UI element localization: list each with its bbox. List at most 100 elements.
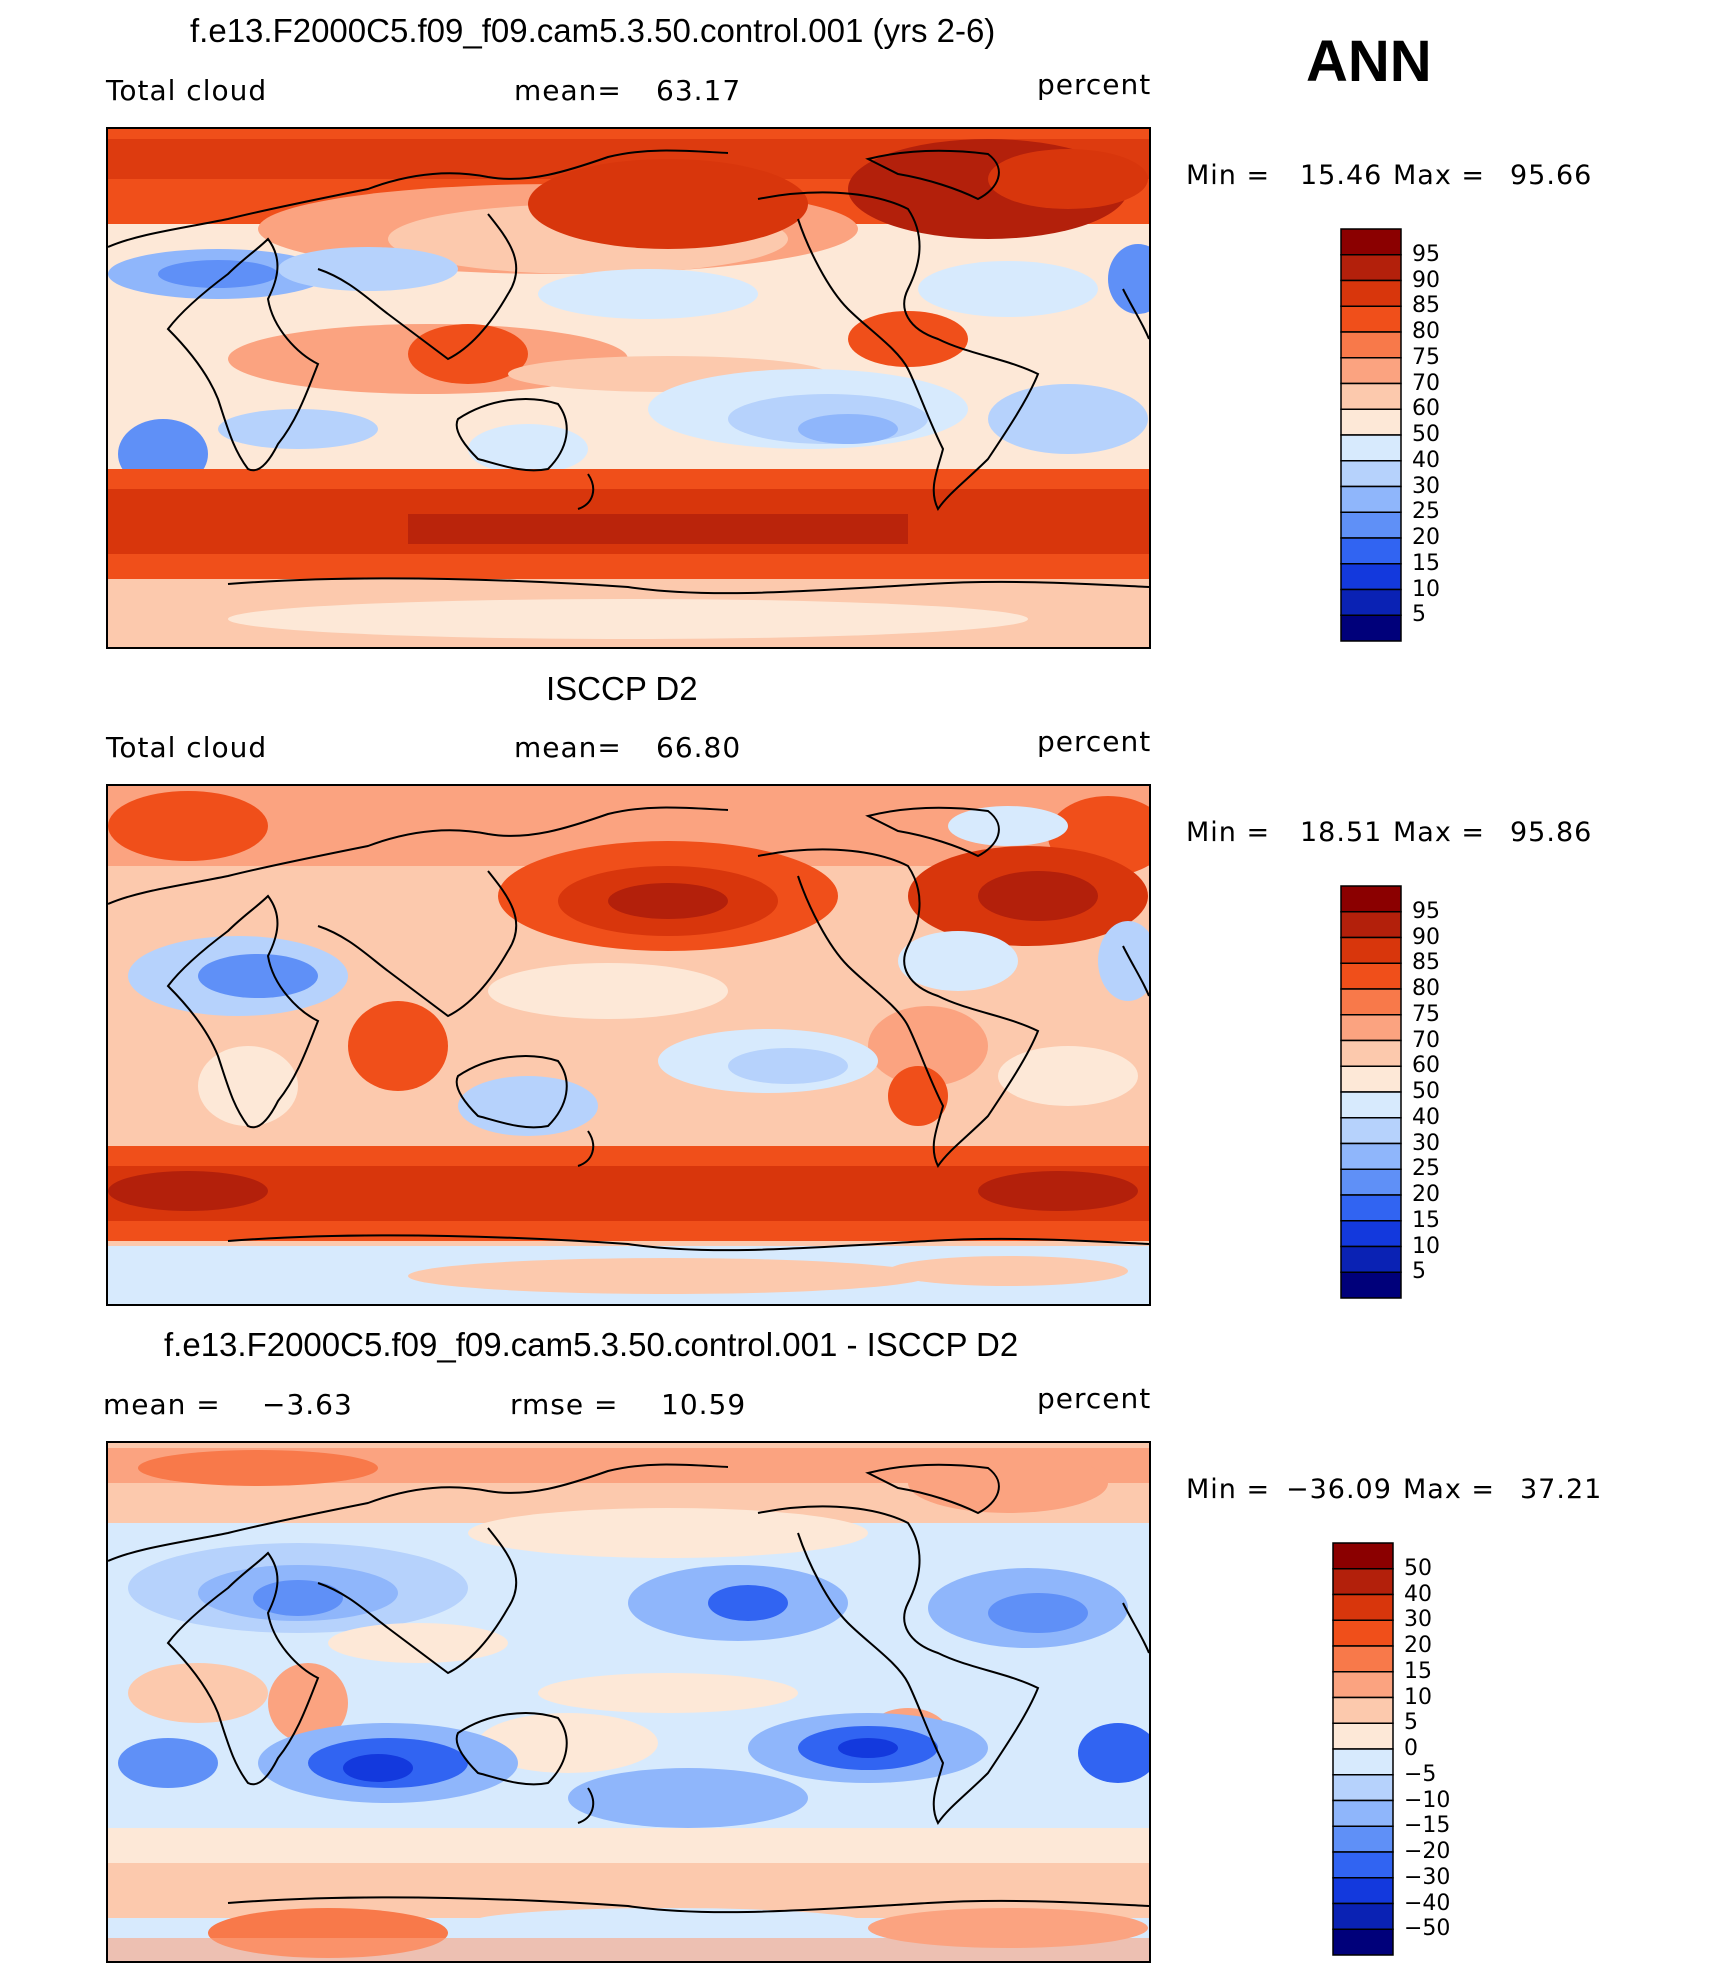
panel-2-map [106, 784, 1151, 1306]
colorbar-tick-label: 90 [1412, 267, 1440, 293]
colorbar-swatch [1340, 1039, 1402, 1067]
colorbar-swatch [1332, 1877, 1394, 1905]
colorbar-tick-label: −15 [1404, 1813, 1451, 1839]
colorbar-tick-label: 25 [1412, 499, 1440, 525]
colorbar-swatch [1340, 511, 1402, 539]
colorbar-tick-label: 95 [1412, 241, 1440, 267]
panel-3-title: f.e13.F2000C5.f09_f09.cam5.3.50.control.… [164, 1326, 1019, 1363]
panel-2-min-label: Min = [1186, 817, 1271, 848]
colorbar-tick-label: 10 [1404, 1684, 1432, 1710]
panel-2-mean-label: mean= [514, 731, 622, 764]
colorbar-tick-label: 20 [1412, 1182, 1440, 1207]
colorbar-tick-label: 85 [1412, 293, 1440, 319]
panel-2-colorbar: 95 90 85 80 75 70 60 50 40 30 25 20 15 10 5 [1340, 885, 1500, 1299]
colorbar-swatch [1340, 460, 1402, 488]
colorbar-swatch [1340, 988, 1402, 1016]
colorbar-tick-label: 50 [1412, 422, 1440, 447]
colorbar-tick-label: 25 [1412, 1156, 1440, 1182]
colorbar-swatch [1340, 911, 1402, 939]
panel-2-variable-label: Total cloud [106, 731, 268, 764]
colorbar-tick-label: 80 [1412, 319, 1440, 344]
colorbar-swatch [1340, 1091, 1402, 1119]
colorbar-tick-label: 15 [1412, 550, 1440, 576]
colorbar-tick-label: 0 [1404, 1736, 1418, 1761]
colorbar-tick-label: 10 [1412, 576, 1440, 602]
colorbar-tick-label: 30 [1412, 1130, 1440, 1156]
panel-1-mean-value: 63.17 [656, 74, 742, 107]
panel-1-min-label: Min = [1186, 160, 1271, 191]
colorbar-swatch [1332, 1645, 1394, 1673]
colorbar-swatch [1332, 1542, 1394, 1570]
panel-1-colorbar: 95 90 85 80 75 70 60 50 40 30 25 20 15 10 5 [1340, 228, 1500, 642]
colorbar-swatch [1340, 563, 1402, 591]
panel-2-title: ISCCP D2 [546, 670, 698, 707]
colorbar-swatch [1340, 1220, 1402, 1248]
panel-3-rmse-label: rmse = [510, 1388, 619, 1421]
colorbar-tick-label: 50 [1404, 1555, 1432, 1581]
panel-3-mean-value: −3.63 [262, 1388, 353, 1421]
colorbar-swatch [1332, 1928, 1394, 1956]
colorbar-swatch [1340, 1014, 1402, 1042]
colorbar-swatch [1340, 936, 1402, 964]
colorbar-swatch [1340, 408, 1402, 436]
panel-2-units: percent [1037, 725, 1152, 758]
colorbar-swatch [1340, 588, 1402, 616]
colorbar-tick-label: 30 [1412, 473, 1440, 499]
colorbar-tick-label: 15 [1412, 1207, 1440, 1233]
colorbar-swatch [1332, 1593, 1394, 1621]
colorbar-tick-label: 95 [1412, 898, 1440, 924]
colorbar-swatch [1332, 1748, 1394, 1776]
colorbar-tick-label: −30 [1404, 1864, 1451, 1890]
colorbar-tick-label: 70 [1412, 370, 1440, 396]
colorbar-swatch [1340, 962, 1402, 990]
colorbar-swatch [1340, 1168, 1402, 1196]
panel-3-max-label: Max = [1403, 1474, 1496, 1505]
panel-2-mean-value: 66.80 [656, 731, 742, 764]
panel-3-mean-label: mean = [103, 1388, 221, 1421]
colorbar-tick-label: 15 [1404, 1658, 1432, 1684]
panel-1-max-label: Max = [1393, 160, 1486, 191]
colorbar-tick-label: 70 [1412, 1027, 1440, 1053]
colorbar-swatch [1340, 537, 1402, 565]
colorbar-swatch [1340, 1271, 1402, 1299]
colorbar-tick-label: −20 [1404, 1839, 1451, 1864]
colorbar-tick-label: 20 [1404, 1633, 1432, 1658]
panel-3-rmse-value: 10.59 [661, 1388, 747, 1421]
colorbar-tick-label: 85 [1412, 950, 1440, 976]
colorbar-tick-label: −40 [1404, 1890, 1451, 1916]
panel-1-units: percent [1037, 68, 1152, 101]
colorbar-swatch [1340, 382, 1402, 410]
panel-2-min-value: 18.51 [1300, 817, 1383, 848]
colorbar-swatch [1332, 1799, 1394, 1827]
panel-1-max-value: 95.66 [1510, 160, 1593, 191]
panel-1-mean-label: mean= [514, 74, 622, 107]
colorbar-tick-label: −50 [1404, 1916, 1451, 1942]
colorbar-swatch [1340, 331, 1402, 359]
colorbar-swatch [1340, 1065, 1402, 1093]
colorbar-tick-label: 50 [1412, 1079, 1440, 1104]
colorbar-tick-label: 5 [1412, 602, 1426, 628]
panel-3-map [106, 1441, 1151, 1963]
colorbar-swatch [1332, 1851, 1394, 1879]
colorbar-tick-label: 5 [1412, 1259, 1426, 1285]
panel-2-field [108, 786, 1149, 1304]
colorbar-swatches [1340, 228, 1402, 642]
colorbar-tick-label: 5 [1404, 1710, 1418, 1736]
panel-3-field [108, 1443, 1149, 1961]
colorbar-swatch [1340, 885, 1402, 913]
panel-3-min-label: Min = [1186, 1474, 1271, 1505]
colorbar-tick-label: 20 [1412, 525, 1440, 550]
colorbar-swatch [1340, 228, 1402, 256]
colorbar-tick-label: 80 [1412, 976, 1440, 1001]
colorbar-swatch [1332, 1619, 1394, 1647]
panel-1-variable-label: Total cloud [106, 74, 268, 107]
colorbar-tick-label: 10 [1412, 1233, 1440, 1259]
panel-2-max-value: 95.86 [1510, 817, 1593, 848]
colorbar-swatch [1332, 1568, 1394, 1596]
colorbar-swatch [1340, 279, 1402, 307]
colorbar-swatch [1340, 485, 1402, 513]
panel-3-min-value: −36.09 [1286, 1474, 1392, 1505]
panel-2-max-label: Max = [1393, 817, 1486, 848]
colorbar-tick-label: 60 [1412, 1053, 1440, 1079]
colorbar-swatch [1332, 1722, 1394, 1750]
